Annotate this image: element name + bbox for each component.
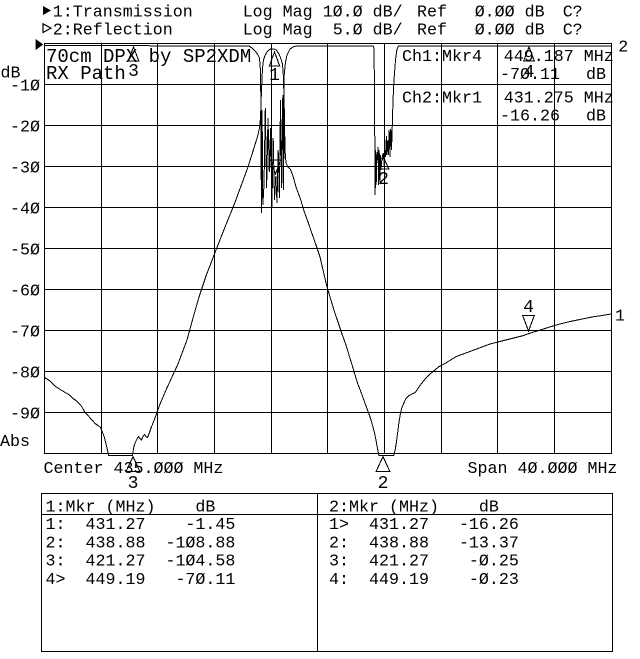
svg-text:1: 1 [269,66,280,86]
svg-text:3: 421.27 -1Ø4.58: 3: 421.27 -1Ø4.58 [46,553,236,572]
svg-text:5.Ø dB/: 5.Ø dB/ [333,22,403,41]
svg-text:2:Mkr (MHz) dB: 2:Mkr (MHz) dB [329,498,499,517]
svg-text:-8Ø: -8Ø [10,364,40,383]
svg-text:dB: dB [586,107,606,126]
svg-text:Log Mag: Log Mag [243,22,313,41]
svg-text:Span 4Ø.ØØØ MHz: Span 4Ø.ØØØ MHz [468,460,618,479]
svg-text:Log Mag: Log Mag [243,4,313,23]
svg-text:Ch1:Mkr4: Ch1:Mkr4 [402,48,482,67]
svg-text:2: 2 [378,474,389,494]
svg-text:dB: dB [586,66,606,85]
svg-text:431.275 MHz: 431.275 MHz [504,89,614,108]
svg-text:4: 4 [523,298,534,318]
svg-text:449.187 MHz: 449.187 MHz [504,48,614,67]
svg-text:dB: dB [1,64,21,83]
svg-text:1: 431.27 -1.45: 1: 431.27 -1.45 [46,516,236,535]
svg-text:4> 449.19 -7Ø.11: 4> 449.19 -7Ø.11 [46,571,236,590]
svg-text:2: 2 [618,39,628,58]
svg-text:-5Ø: -5Ø [10,241,40,260]
svg-text:4: 449.19 -Ø.23: 4: 449.19 -Ø.23 [329,571,519,590]
svg-text:2: 438.88 -1Ø8.88: 2: 438.88 -1Ø8.88 [46,534,236,553]
svg-text:1:Transmission: 1:Transmission [53,4,193,23]
svg-text:C?: C? [563,4,583,23]
svg-text:Ø.ØØ dB: Ø.ØØ dB [475,4,545,23]
svg-text:-7Ø: -7Ø [10,323,40,342]
svg-text:-1Ø: -1Ø [10,77,40,96]
svg-text:-7Ø.11: -7Ø.11 [500,66,560,85]
svg-text:C?: C? [563,22,583,41]
svg-text:1:Mkr (MHz) dB: 1:Mkr (MHz) dB [46,498,216,517]
svg-text:Ref: Ref [417,4,447,23]
svg-text:4: 4 [524,63,535,83]
svg-text:-3Ø: -3Ø [10,159,40,178]
svg-text:2: 438.88 -13.37: 2: 438.88 -13.37 [329,534,519,553]
svg-text:1Ø.Ø dB/: 1Ø.Ø dB/ [323,4,403,23]
svg-text:Abs: Abs [0,433,30,452]
svg-text:-9Ø: -9Ø [10,405,40,424]
svg-text:-2Ø: -2Ø [10,118,40,137]
svg-text:1: 1 [615,308,625,327]
svg-text:-16.26: -16.26 [500,107,560,126]
svg-text:3: 3 [128,474,139,494]
svg-text:3: 3 [128,62,139,82]
svg-text:-6Ø: -6Ø [10,282,40,301]
svg-text:Ch2:Mkr1: Ch2:Mkr1 [402,89,482,108]
svg-text:-4Ø: -4Ø [10,200,40,219]
svg-text:1> 431.27 -16.26: 1> 431.27 -16.26 [329,516,519,535]
svg-text:RX Path: RX Path [46,63,126,85]
svg-text:Ref: Ref [417,22,447,41]
svg-text:Center 435.ØØØ MHz: Center 435.ØØØ MHz [44,460,224,479]
svg-text:70cm DPX by SP2XDM: 70cm DPX by SP2XDM [46,46,251,68]
svg-text:2:Reflection: 2:Reflection [53,22,173,41]
svg-text:Ø.ØØ dB: Ø.ØØ dB [475,22,545,41]
svg-text:2: 2 [378,170,389,190]
svg-text:3: 421.27 -Ø.25: 3: 421.27 -Ø.25 [329,553,519,572]
